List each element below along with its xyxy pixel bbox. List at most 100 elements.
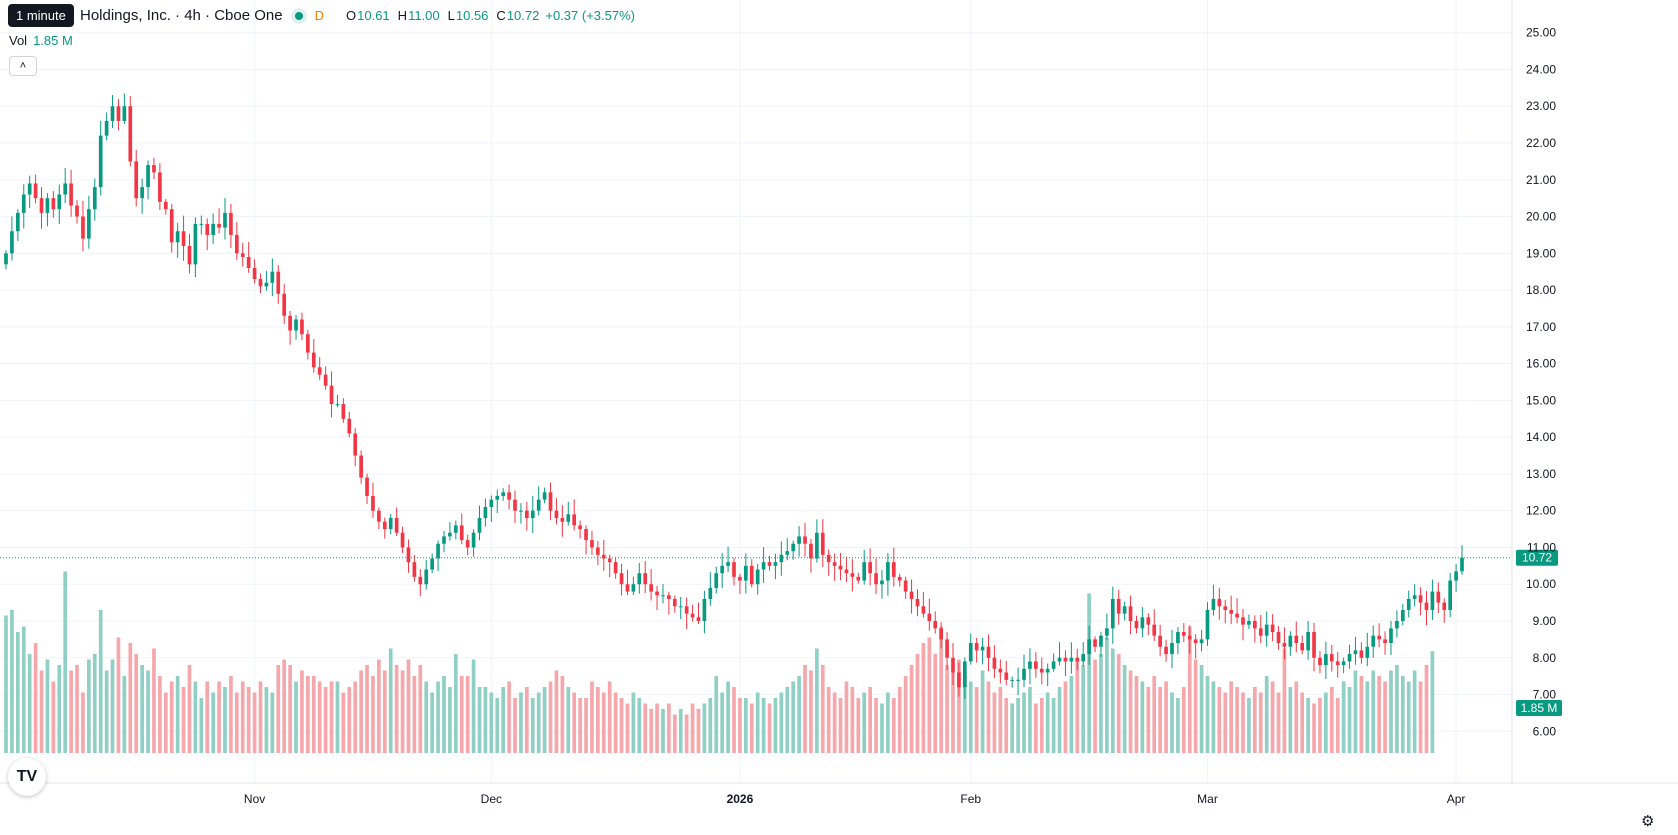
tradingview-logo-icon[interactable]: TV bbox=[8, 758, 46, 796]
candle-body bbox=[10, 231, 14, 254]
volume-bar bbox=[1045, 692, 1050, 753]
candle-body bbox=[897, 576, 902, 581]
candle-body bbox=[1389, 628, 1393, 644]
volume-bar bbox=[63, 571, 68, 753]
volume-bar bbox=[590, 681, 594, 753]
candle-body bbox=[1128, 606, 1133, 621]
volume-bar bbox=[264, 687, 269, 753]
volume-bar bbox=[217, 681, 221, 753]
volume-bar bbox=[81, 692, 85, 753]
candle-body bbox=[110, 106, 115, 121]
candle-body bbox=[578, 525, 582, 530]
volume-bar bbox=[57, 665, 62, 753]
volume-bar bbox=[1110, 648, 1115, 753]
candle-body bbox=[193, 223, 198, 265]
volume-bar bbox=[1270, 681, 1275, 753]
candle-body bbox=[400, 532, 405, 548]
candle-body bbox=[371, 495, 375, 511]
volume-bar bbox=[1412, 670, 1417, 753]
candle-body bbox=[223, 212, 227, 228]
candle-body bbox=[1241, 617, 1245, 625]
candle-body bbox=[613, 562, 618, 574]
volume-bar bbox=[1140, 681, 1145, 753]
volume-bar bbox=[317, 681, 322, 753]
volume-bar bbox=[519, 692, 523, 753]
volume-bar bbox=[915, 654, 920, 753]
volume-bar bbox=[1424, 665, 1429, 753]
volume-bar bbox=[1158, 687, 1162, 753]
volume-bar bbox=[323, 687, 328, 753]
volume-bar bbox=[1377, 676, 1381, 753]
volume-bar bbox=[809, 670, 813, 753]
volume-bar bbox=[1318, 698, 1322, 753]
candle-body bbox=[519, 510, 523, 512]
candle-body bbox=[1223, 606, 1228, 610]
low-value: 10.56 bbox=[455, 8, 489, 23]
volume-bar bbox=[1217, 687, 1222, 753]
candle-body bbox=[1063, 657, 1068, 662]
interval-tooltip: 1 minute bbox=[8, 4, 74, 27]
volume-bar bbox=[1395, 665, 1399, 753]
volume-bar bbox=[1122, 665, 1127, 753]
volume-bar bbox=[128, 643, 133, 753]
candle-body bbox=[1211, 598, 1216, 610]
volume-bar bbox=[1069, 676, 1074, 753]
candle-body bbox=[1069, 657, 1074, 662]
candle-body bbox=[300, 319, 304, 335]
candle-body bbox=[1199, 639, 1204, 644]
candle-body bbox=[844, 569, 849, 574]
candle-body bbox=[738, 576, 742, 581]
candle-body bbox=[945, 639, 949, 658]
candle-body bbox=[377, 510, 381, 522]
candle-body bbox=[1270, 624, 1275, 633]
candle-body bbox=[726, 562, 730, 566]
candle-body bbox=[436, 543, 440, 559]
candle-body bbox=[880, 580, 884, 585]
candle-body bbox=[306, 334, 310, 353]
candle-body bbox=[1093, 639, 1097, 647]
candle-body bbox=[1034, 661, 1038, 669]
volume-bar bbox=[927, 637, 932, 753]
volume-bar bbox=[1247, 698, 1251, 753]
candle-body bbox=[1347, 654, 1352, 662]
price-tick-label: 16.00 bbox=[1526, 357, 1556, 371]
candle-body bbox=[353, 433, 358, 456]
settings-gear-icon[interactable]: ⚙ bbox=[1641, 813, 1655, 830]
candle-body bbox=[1229, 609, 1234, 614]
candle-body bbox=[442, 536, 446, 544]
candle-body bbox=[459, 525, 464, 541]
volume-bar bbox=[377, 659, 381, 753]
candle-body bbox=[282, 293, 287, 316]
volume-bar bbox=[714, 676, 719, 753]
candle-body bbox=[152, 165, 156, 173]
candle-body bbox=[1105, 628, 1109, 636]
candle-body bbox=[21, 194, 26, 213]
candle-body bbox=[382, 521, 387, 530]
volume-bar bbox=[992, 692, 997, 753]
time-tick-label: Dec bbox=[481, 792, 502, 806]
volume-bar bbox=[341, 692, 346, 753]
candle-body bbox=[1187, 635, 1192, 640]
volume-bar bbox=[779, 692, 784, 753]
volume-bar bbox=[862, 692, 867, 753]
candle-body bbox=[631, 584, 636, 592]
volume-bar bbox=[820, 665, 825, 753]
volume-bar bbox=[418, 665, 423, 753]
volume-bar bbox=[684, 714, 689, 753]
volume-bar bbox=[92, 654, 97, 753]
candle-body bbox=[560, 518, 565, 522]
time-tick-label: Mar bbox=[1197, 792, 1218, 806]
candle-body bbox=[625, 584, 630, 592]
volume-bar bbox=[329, 681, 334, 753]
symbol-title[interactable]: Holdings, Inc. · 4h · Cboe One bbox=[80, 7, 283, 24]
volume-bar bbox=[536, 692, 541, 753]
volume-bar bbox=[773, 698, 778, 753]
candle-body bbox=[477, 518, 482, 533]
volume-bar bbox=[1010, 703, 1015, 753]
candle-body bbox=[1341, 661, 1346, 666]
candle-body bbox=[199, 223, 204, 225]
candle-body bbox=[921, 606, 926, 614]
candle-body bbox=[720, 565, 724, 574]
chevron-up-icon[interactable]: ˄ bbox=[9, 56, 37, 76]
